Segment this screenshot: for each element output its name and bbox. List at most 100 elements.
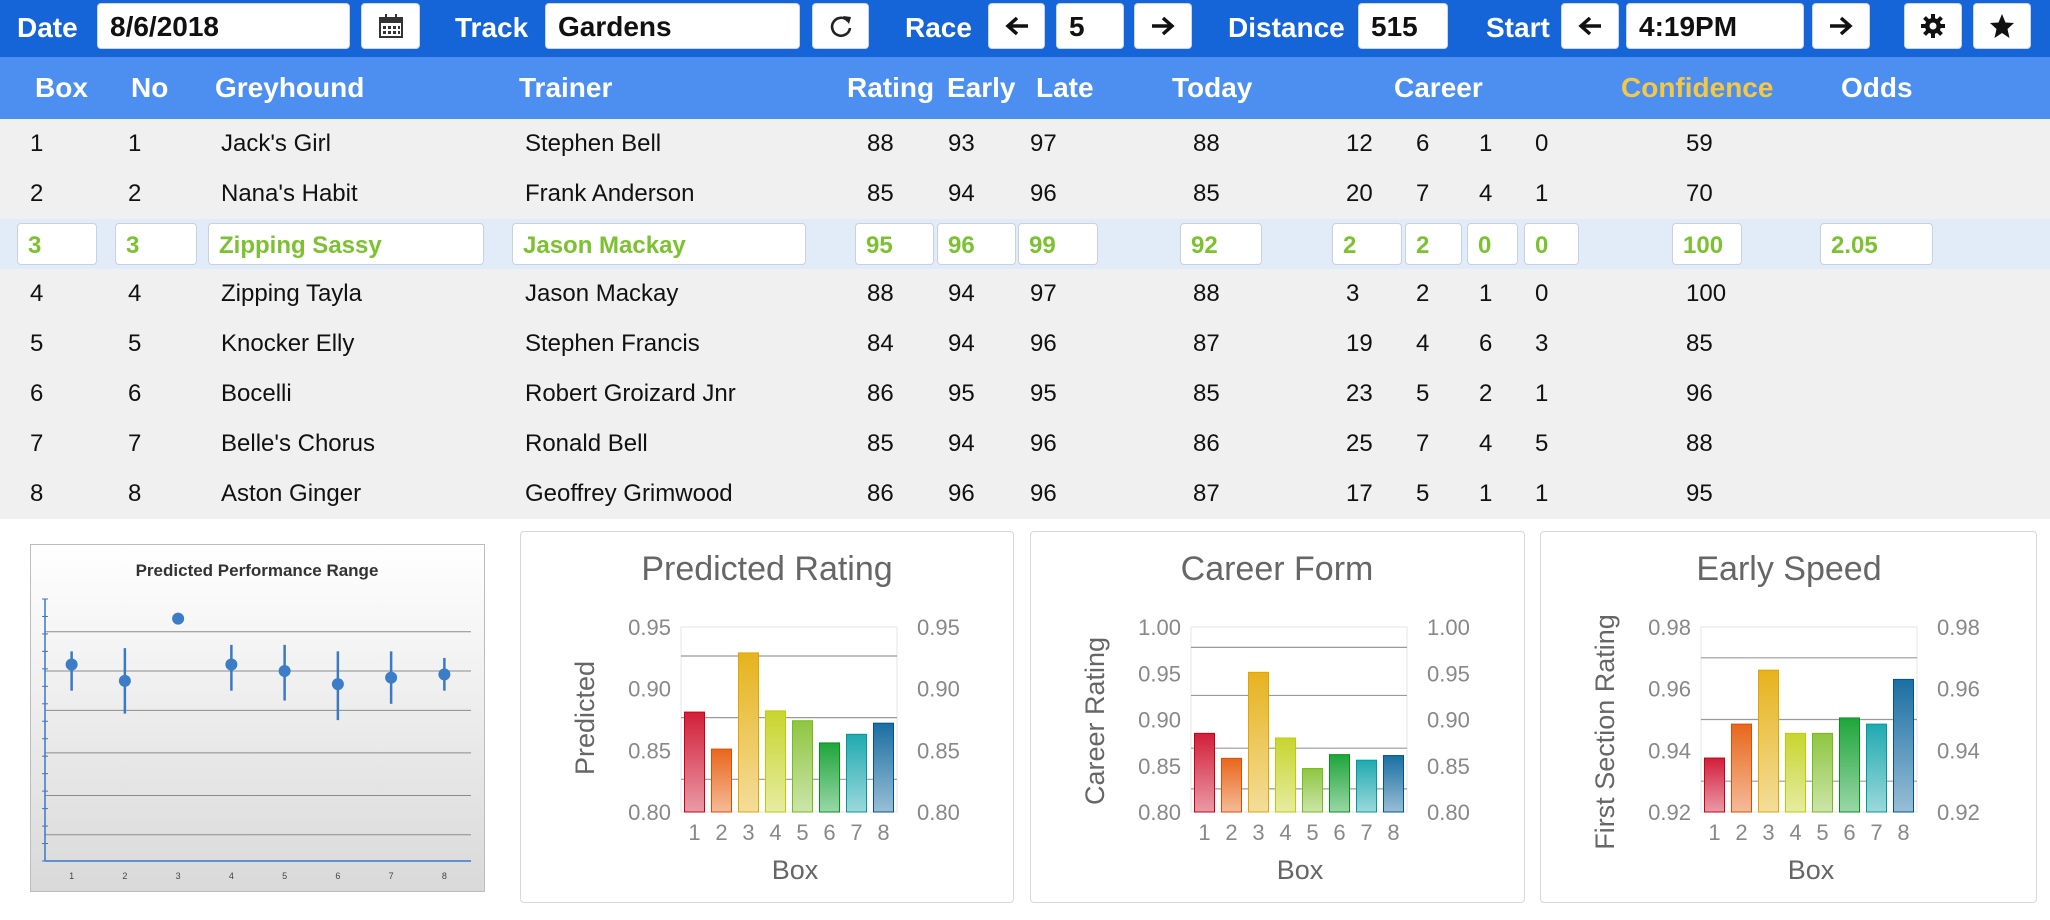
start-next-button[interactable] [1812,3,1870,49]
cell-late: 95 [1030,380,1057,407]
race-label: Race [905,12,972,43]
x-tick-label: 7 [389,871,394,881]
cell-late[interactable]: 99 [1018,223,1098,265]
track-input[interactable]: Gardens [545,3,800,49]
cell-career-seconds[interactable]: 0 [1467,223,1518,265]
cell-career-seconds: 2 [1479,380,1493,407]
cell-greyhound: Aston Ginger [221,480,362,507]
cell-career-thirds: 1 [1535,380,1549,407]
cell-box: 4 [30,280,44,307]
toolbar: Date 8/6/2018 Track Gardens Race 5 Dista [0,0,2050,57]
cell-career-seconds: 4 [1479,430,1493,457]
cell-trainer: Jason Mackay [525,280,679,307]
cell-no[interactable]: 3 [115,223,197,265]
race-input[interactable]: 5 [1056,3,1124,49]
cell-no: 2 [128,180,142,207]
x-tick-label: 5 [1306,820,1318,845]
distance-input[interactable]: 515 [1358,3,1448,49]
col-header-rating[interactable]: Rating [847,72,935,103]
x-tick-label: 8 [877,820,889,845]
bar [765,710,786,813]
early-speed-chart: Early Speed Box First Section Rating 0.9… [1590,550,1980,885]
start-label: Start [1486,12,1550,43]
cell-today: 85 [1193,180,1220,207]
table-row[interactable]: 6 6 Bocelli Robert Groizard Jnr 86 95 95… [0,369,2050,419]
cell-late: 96 [1030,430,1057,457]
cell-confidence: 96 [1686,380,1713,407]
cell-no: 5 [128,330,142,357]
race-prev-button[interactable] [988,3,1045,49]
cell-greyhound[interactable]: Zipping Sassy [208,223,484,265]
x-axis-label: Box [1788,855,1835,885]
cell-early: 94 [948,280,975,307]
cell-career-wins: 4 [1416,330,1430,357]
col-header-box[interactable]: Box [35,72,88,103]
x-tick-label: 5 [1816,820,1828,845]
cell-no: 6 [128,380,142,407]
cell-early[interactable]: 96 [937,223,1016,265]
race-next-button[interactable] [1134,3,1192,49]
col-header-confidence[interactable]: Confidence [1621,72,1774,103]
start-prev-button[interactable] [1561,3,1619,49]
y-tick-label: 0.94 [1648,738,1691,763]
cell-career-wins[interactable]: 2 [1405,223,1462,265]
col-header-no[interactable]: No [131,72,169,103]
cell-box: 8 [30,480,44,507]
cell-today[interactable]: 92 [1180,223,1262,265]
date-input[interactable]: 8/6/2018 [97,3,350,49]
col-header-trainer[interactable]: Trainer [519,72,613,103]
table-row[interactable]: 8 8 Aston Ginger Geoffrey Grimwood 86 96… [0,469,2050,519]
start-time-input[interactable]: 4:19PM [1626,3,1804,49]
bar [1893,678,1914,813]
y-tick-label-right: 0.98 [1937,615,1980,640]
cell-rating[interactable]: 95 [855,223,934,265]
col-header-early[interactable]: Early [947,72,1016,103]
x-tick-label: 6 [1843,820,1855,845]
cell-early: 94 [948,180,975,207]
col-header-today[interactable]: Today [1172,72,1253,103]
bar [1866,723,1887,813]
plot-frame [680,626,898,813]
cell-odds[interactable]: 2.05 [1820,223,1933,265]
table-row[interactable]: 1 1 Jack's Girl Stephen Bell 88 93 97 88… [0,119,2050,169]
cell-trainer[interactable]: Jason Mackay [512,223,806,265]
cell-career-thirds: 5 [1535,430,1549,457]
calendar-button[interactable] [361,3,420,49]
cell-confidence[interactable]: 100 [1672,223,1742,265]
settings-button[interactable] [1904,3,1962,49]
table-row[interactable]: 5 5 Knocker Elly Stephen Francis 84 94 9… [0,319,2050,369]
cell-career-starts[interactable]: 2 [1332,223,1402,265]
col-header-odds[interactable]: Odds [1841,72,1913,103]
x-tick-label: 3 [1252,820,1264,845]
x-tick-label: 6 [823,820,835,845]
cell-trainer: Robert Groizard Jnr [525,380,736,407]
col-header-greyhound[interactable]: Greyhound [215,72,365,103]
table-row[interactable]: 7 7 Belle's Chorus Ronald Bell 85 94 96 … [0,419,2050,469]
y-tick-label: 0.98 [1648,615,1691,640]
data-point [278,665,291,678]
x-tick-label: 8 [1897,820,1909,845]
cell-greyhound: Bocelli [221,380,292,407]
table-row[interactable]: 2 2 Nana's Habit Frank Anderson 85 94 96… [0,169,2050,219]
cell-today: 87 [1193,480,1220,507]
cell-career-thirds[interactable]: 0 [1524,223,1579,265]
cell-career-thirds: 1 [1535,480,1549,507]
y-tick-label: 0.90 [1138,708,1181,733]
y-tick-label-right: 1.00 [1427,615,1470,640]
x-tick-label: 1 [1708,820,1720,845]
x-tick-label: 6 [1333,820,1345,845]
col-header-late[interactable]: Late [1036,72,1094,103]
col-header-career[interactable]: Career [1394,72,1483,103]
x-tick-label: 7 [1360,820,1372,845]
cell-box[interactable]: 3 [17,223,97,265]
x-tick-label: 3 [176,871,181,881]
cell-greyhound: Zipping Tayla [221,280,362,307]
refresh-button[interactable] [812,3,869,49]
favorite-button[interactable] [1973,3,2031,49]
table-row[interactable]: 4 4 Zipping Tayla Jason Mackay 88 94 97 … [0,269,2050,319]
cell-career-wins: 7 [1416,430,1430,457]
table-row-selected[interactable]: 3 3 Zipping Sassy Jason Mackay 95 96 99 … [0,219,2050,269]
cell-rating: 86 [867,380,894,407]
predicted-rating-card: Predicted Rating Box Predicted 0.80 0.80 0… [520,531,1014,903]
y-tick-label-right: 0.80 [1427,800,1470,825]
